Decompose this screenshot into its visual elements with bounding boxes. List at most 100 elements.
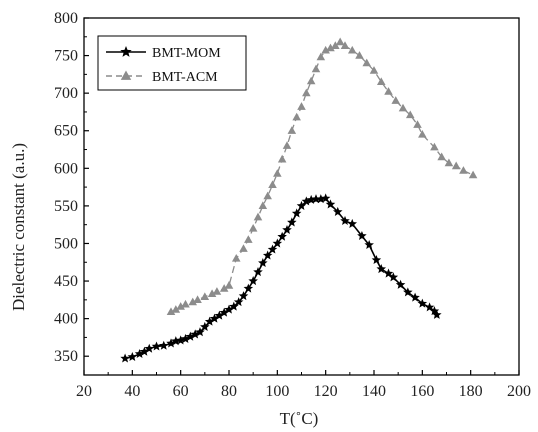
data-point-triangle: [302, 88, 311, 97]
data-point-triangle: [277, 154, 287, 163]
data-point-triangle: [459, 166, 468, 174]
y-axis-title: Dielectric constant (a.u.): [9, 143, 28, 311]
data-point-star: [253, 267, 263, 277]
data-point-star: [376, 264, 387, 274]
data-point-triangle: [347, 45, 357, 54]
data-point-star: [158, 340, 169, 350]
x-tick-label: 200: [507, 383, 531, 400]
data-point-triangle: [418, 129, 427, 138]
data-point-triangle: [430, 142, 439, 151]
data-point-star: [144, 343, 155, 353]
data-point-triangle: [212, 287, 222, 295]
y-tick-label: 550: [54, 198, 78, 215]
legend-label: BMT-MOM: [152, 46, 221, 61]
data-point-triangle: [391, 96, 401, 104]
data-point-triangle: [273, 169, 282, 177]
x-tick-label: 40: [124, 383, 140, 400]
series-line: [124, 197, 438, 360]
data-point-star: [229, 301, 239, 311]
data-point-triangle: [398, 103, 408, 112]
series-0: [120, 193, 442, 363]
data-point-triangle: [335, 37, 345, 46]
data-point-star: [185, 331, 196, 341]
data-point-star: [267, 244, 278, 254]
y-tick-label: 400: [54, 311, 78, 328]
data-point-star: [340, 215, 350, 225]
data-point-triangle: [311, 64, 321, 73]
axes-layer: 20 40 60 80 100 120 140 160 180 200 350 400 450 500 55…: [54, 10, 531, 400]
y-tick-label: 750: [54, 48, 78, 65]
data-point-star: [332, 206, 343, 216]
legend: BMT-MOM BMT-ACM: [97, 35, 247, 91]
data-point-star: [180, 333, 191, 343]
data-point-triangle: [384, 87, 393, 95]
y-tick-label: 450: [54, 273, 78, 290]
data-point-star: [429, 306, 440, 316]
data-point-star: [190, 329, 200, 339]
legend-label: BMT-ACM: [152, 70, 218, 85]
data-point-triangle: [316, 52, 326, 61]
data-point-star: [233, 297, 244, 307]
data-point-star: [424, 302, 435, 312]
series-1: [166, 37, 478, 316]
y-tick-label: 700: [54, 85, 78, 102]
data-point-star: [325, 199, 336, 209]
data-point-triangle: [405, 110, 415, 119]
data-point-star: [395, 279, 406, 289]
data-point-triangle: [413, 120, 422, 128]
data-point-triangle: [263, 191, 272, 200]
data-point-triangle: [248, 223, 258, 232]
data-point-star: [262, 250, 273, 260]
data-point-triangle: [268, 180, 277, 189]
y-tick-label: 500: [54, 235, 78, 252]
data-point-star: [258, 258, 268, 268]
data-point-triangle: [200, 292, 210, 300]
data-point-triangle: [171, 305, 181, 313]
data-point-star: [127, 351, 138, 362]
data-point-star: [195, 327, 205, 337]
legend-box: [97, 35, 247, 91]
data-point-star: [282, 224, 292, 234]
legend-triangle-marker: [120, 70, 132, 80]
data-point-star: [248, 276, 258, 286]
data-point-star: [219, 307, 229, 317]
data-point-star: [151, 341, 162, 351]
x-tick-label: 180: [459, 383, 483, 400]
data-point-star: [166, 338, 176, 348]
data-point-triangle: [355, 51, 364, 59]
data-point-star: [388, 272, 399, 282]
data-point-star: [383, 268, 394, 278]
data-point-star: [291, 208, 302, 218]
x-tick-label: 120: [314, 383, 338, 400]
data-point-star: [120, 353, 130, 363]
data-point-triangle: [321, 45, 330, 54]
data-point-triangle: [244, 235, 253, 243]
x-tick-label: 160: [410, 383, 434, 400]
x-tick-label: 20: [76, 383, 92, 400]
data-point-star: [243, 283, 254, 293]
data-point-star: [238, 291, 249, 301]
data-point-star: [200, 321, 210, 331]
data-point-triangle: [166, 307, 176, 316]
data-point-triangle: [219, 284, 229, 292]
data-point-triangle: [326, 43, 335, 52]
data-point-star: [320, 193, 331, 203]
plot-layer: [120, 37, 478, 363]
data-point-star: [139, 346, 150, 356]
data-point-triangle: [224, 281, 234, 289]
data-point-triangle: [362, 58, 372, 67]
data-point-triangle: [297, 102, 306, 110]
y-tick-label: 350: [54, 348, 78, 365]
y-tick-label: 650: [54, 123, 78, 140]
data-point-star: [357, 230, 367, 240]
data-point-star: [277, 231, 287, 241]
data-point-triangle: [176, 302, 185, 310]
data-point-triangle: [258, 201, 268, 210]
data-point-triangle: [437, 152, 446, 161]
data-point-triangle: [369, 66, 379, 74]
data-point-triangle: [287, 126, 297, 134]
x-tick-label: 80: [221, 383, 237, 400]
data-point-star: [204, 316, 215, 326]
data-point-star: [417, 298, 428, 308]
